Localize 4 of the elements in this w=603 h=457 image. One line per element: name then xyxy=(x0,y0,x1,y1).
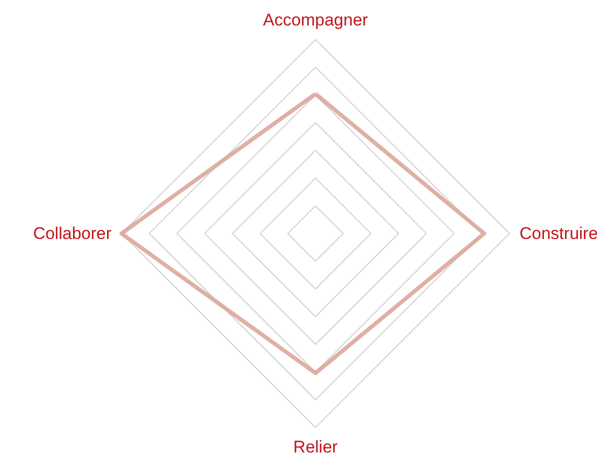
spoke-label: Construire xyxy=(520,224,598,243)
spoke-label: Collaborer xyxy=(33,224,112,243)
spoke-label: Relier xyxy=(293,438,338,456)
spoke-label: Accompagner xyxy=(263,10,368,30)
